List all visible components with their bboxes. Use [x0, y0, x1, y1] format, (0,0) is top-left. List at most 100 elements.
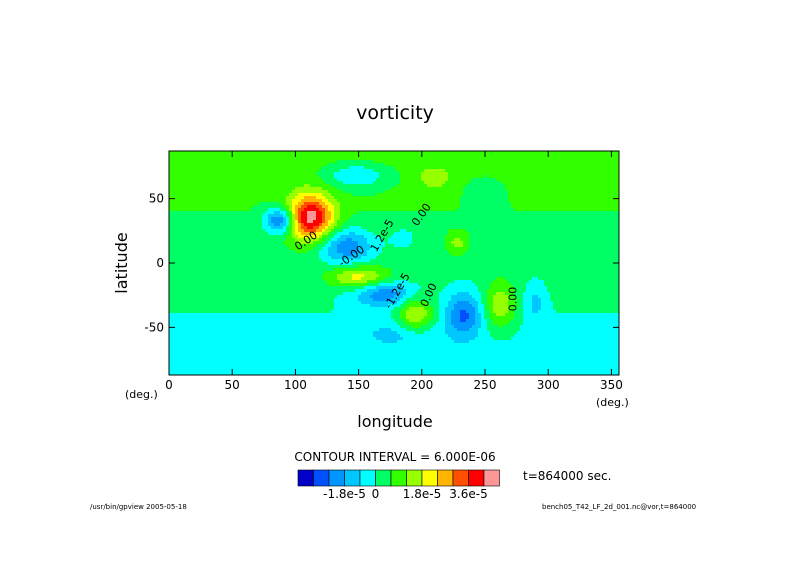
field-cell: [484, 211, 488, 215]
field-cell: [418, 229, 422, 233]
field-cell: [565, 235, 569, 239]
field-cell: [208, 163, 212, 167]
field-cell: [607, 235, 611, 239]
field-cell: [256, 184, 260, 188]
field-cell: [442, 154, 446, 158]
field-cell: [523, 187, 527, 191]
field-cell: [328, 229, 332, 233]
field-cell: [313, 178, 317, 182]
field-cell: [451, 229, 455, 233]
field-cell: [388, 199, 392, 203]
field-cell: [445, 181, 449, 185]
field-cell: [400, 241, 404, 245]
field-cell: [595, 199, 599, 203]
field-cell: [412, 223, 416, 227]
field-cell: [202, 211, 206, 215]
field-cell: [454, 232, 458, 236]
field-cell: [481, 214, 485, 218]
field-cell: [334, 244, 338, 248]
field-cell: [526, 202, 530, 206]
field-cell: [370, 232, 374, 236]
field-cell: [247, 154, 251, 158]
field-cell: [490, 157, 494, 161]
field-cell: [517, 178, 521, 182]
field-cell: [424, 217, 428, 221]
field-cell: [406, 190, 410, 194]
field-cell: [196, 208, 200, 212]
field-cell: [394, 187, 398, 191]
field-cell: [190, 223, 194, 227]
field-cell: [244, 172, 248, 176]
field-cell: [547, 220, 551, 224]
field-cell: [355, 181, 359, 185]
field-cell: [415, 214, 419, 218]
field-cell: [379, 229, 383, 233]
field-cell: [499, 211, 503, 215]
field-cell: [202, 241, 206, 245]
field-cell: [367, 226, 371, 230]
field-cell: [307, 232, 311, 236]
field-cell: [571, 160, 575, 164]
field-cell: [337, 175, 341, 179]
field-cell: [580, 244, 584, 248]
field-cell: [397, 175, 401, 179]
field-cell: [553, 211, 557, 215]
field-cell: [577, 151, 581, 155]
field-cell: [310, 223, 314, 227]
field-cell: [304, 199, 308, 203]
field-cell: [241, 205, 245, 209]
field-cell: [250, 151, 254, 155]
field-cell: [292, 229, 296, 233]
field-cell: [436, 247, 440, 251]
field-cell: [358, 190, 362, 194]
field-cell: [199, 229, 203, 233]
field-cell: [436, 154, 440, 158]
field-cell: [298, 175, 302, 179]
field-cell: [223, 205, 227, 209]
field-cell: [505, 226, 509, 230]
field-cell: [595, 244, 599, 248]
field-cell: [253, 226, 257, 230]
field-cell: [505, 214, 509, 218]
field-cell: [187, 223, 191, 227]
field-cell: [592, 187, 596, 191]
field-cell: [517, 190, 521, 194]
field-cell: [520, 166, 524, 170]
field-cell: [328, 154, 332, 158]
field-cell: [295, 241, 299, 245]
field-cell: [307, 244, 311, 248]
field-cell: [397, 214, 401, 218]
field-cell: [565, 163, 569, 167]
field-cell: [283, 154, 287, 158]
field-cell: [289, 163, 293, 167]
field-cell: [472, 151, 476, 155]
field-cell: [268, 211, 272, 215]
field-cell: [301, 196, 305, 200]
field-cell: [172, 241, 176, 245]
field-cell: [268, 184, 272, 188]
field-cell: [310, 172, 314, 176]
field-cell: [589, 193, 593, 197]
field-cell: [379, 220, 383, 224]
field-cell: [610, 184, 614, 188]
field-cell: [247, 166, 251, 170]
field-cell: [346, 184, 350, 188]
field-cell: [457, 238, 461, 242]
field-cell: [286, 154, 290, 158]
field-cell: [478, 151, 482, 155]
field-cell: [439, 169, 443, 173]
field-cell: [385, 178, 389, 182]
field-cell: [385, 232, 389, 236]
field-cell: [478, 163, 482, 167]
field-cell: [262, 250, 266, 254]
field-cell: [529, 232, 533, 236]
field-cell: [376, 214, 380, 218]
field-cell: [424, 160, 428, 164]
field-cell: [223, 235, 227, 239]
field-cell: [256, 244, 260, 248]
field-cell: [397, 247, 401, 251]
field-cell: [526, 178, 530, 182]
field-cell: [238, 229, 242, 233]
field-cell: [478, 208, 482, 212]
field-cell: [574, 223, 578, 227]
